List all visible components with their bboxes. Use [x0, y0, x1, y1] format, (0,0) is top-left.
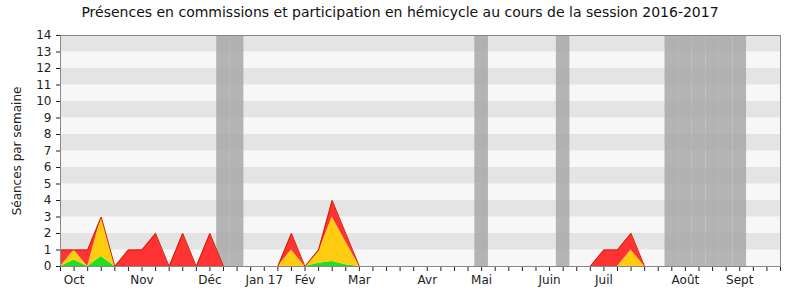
svg-text:2: 2 [44, 226, 52, 240]
svg-text:3: 3 [44, 210, 52, 224]
svg-text:13: 13 [36, 45, 51, 59]
html-text:Présences en commissions et pa: Présences en commissions et participatio… [81, 4, 719, 20]
svg-text:9: 9 [44, 111, 52, 125]
svg-text:Sept: Sept [726, 273, 754, 287]
svg-text:0: 0 [44, 259, 52, 273]
svg-text:14: 14 [36, 28, 51, 42]
svg-text:Nov: Nov [130, 273, 153, 287]
svg-text:10: 10 [36, 94, 51, 108]
svg-text:12: 12 [36, 61, 51, 75]
svg-text:Séances par semaine: Séances par semaine [10, 87, 24, 216]
svg-text:4: 4 [44, 193, 52, 207]
svg-text:Juil: Juil [594, 273, 613, 287]
svg-text:8: 8 [44, 127, 52, 141]
svg-text:6: 6 [44, 160, 52, 174]
svg-text:Déc: Déc [198, 273, 221, 287]
svg-text:1: 1 [44, 243, 52, 257]
svg-text:Août: Août [672, 273, 700, 287]
svg-text:Avr: Avr [418, 273, 438, 287]
svg-text:Jan 17: Jan 17 [244, 273, 283, 287]
svg-text:Oct: Oct [64, 273, 85, 287]
svg-text:11: 11 [36, 78, 51, 92]
svg-text:7: 7 [44, 144, 52, 158]
svg-text:5: 5 [44, 177, 52, 191]
svg-text:Juin: Juin [538, 273, 561, 287]
svg-text:Fév: Fév [295, 273, 316, 287]
svg-text:Mar: Mar [348, 273, 371, 287]
svg-text:Mai: Mai [471, 273, 492, 287]
